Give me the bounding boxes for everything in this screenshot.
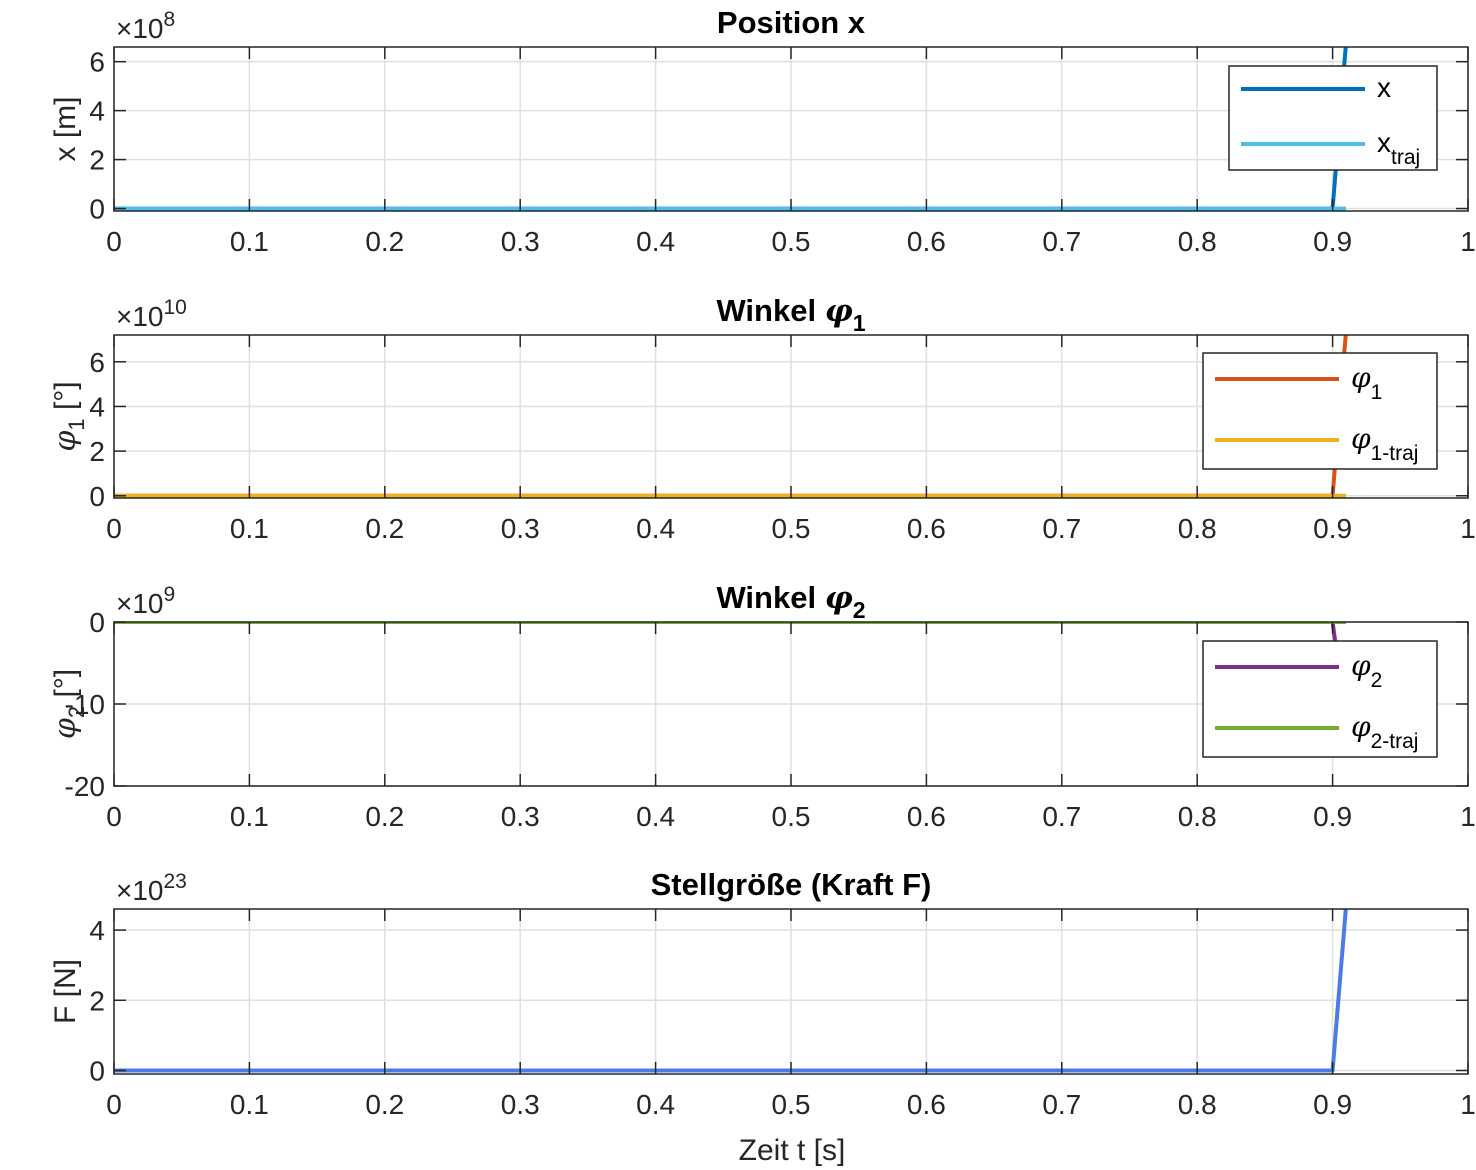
y-tick-label: 2 [89,145,105,176]
x-tick-label: 0.7 [1042,513,1081,544]
legend-label-1: x [1377,72,1391,103]
x-tick-label: 0.6 [907,513,946,544]
x-tick-label: 1 [1460,1089,1476,1120]
x-tick-label: 0.8 [1178,513,1217,544]
x-tick-label: 0.9 [1313,801,1352,832]
x-tick-label: 0.2 [365,801,404,832]
x-tick-label: 0.5 [772,513,811,544]
x-tick-label: 0.3 [501,1089,540,1120]
x-tick-label: 1 [1460,513,1476,544]
legend-label-1: φ2 [1351,649,1382,692]
x-tick-label: 0.4 [636,226,675,257]
legend-box [1202,352,1438,470]
y-axis-label: F [N] [49,959,82,1024]
y-tick-label: 2 [89,985,105,1016]
panel-title: Stellgröße (Kraft F) [651,867,932,902]
y-tick-label: 0 [89,607,105,638]
y-tick-label: 2 [89,436,105,467]
series-line-1 [114,622,1338,643]
x-axis-label: Zeit t [s] [739,1134,846,1167]
x-tick-label: 0.4 [636,1089,675,1120]
x-tick-label: 0.9 [1313,1089,1352,1120]
panel-1: 0 0.1 0.2 0.3 0.4 0.5 0.6 0.7 0.8 0.9 1 0 2 4 6 ×108 Pos… [49,5,1476,257]
x-tick-label: 0.4 [636,801,675,832]
panel-4: 0 0.1 0.2 0.3 0.4 0.5 0.6 0.7 0.8 0.9 1 0 2 4 ×1023 Ste… [49,867,1476,1120]
x-tick-label: 0.8 [1178,1089,1217,1120]
x-tick-label: 1 [1460,801,1476,832]
x-tick-label: 0.9 [1313,226,1352,257]
y-axis-label: φ1 [°] [48,381,89,451]
y-tick-label: 4 [89,391,105,422]
y-tick-label: 4 [89,96,105,127]
y-tick-label: 6 [89,347,105,378]
x-tick-label: 0.6 [907,1089,946,1120]
y-axis-label: φ2 [°] [48,669,89,739]
panel-title: Winkel φ1 [716,293,865,336]
x-tick-label: 0.4 [636,513,675,544]
x-tick-label: 0 [106,1089,122,1120]
legend-label-2: φ1-traj [1351,422,1418,465]
y-exponent-label: ×109 [116,583,175,619]
y-tick-label: 0 [89,1055,105,1086]
panel-2: 0 0.1 0.2 0.3 0.4 0.5 0.6 0.7 0.8 0.9 1 0 2 4 6 ×1010 Wi… [48,293,1476,544]
x-tick-label: 1 [1460,226,1476,257]
legend: x xtraj [1228,65,1438,171]
panel-3: 0 0.1 0.2 0.3 0.4 0.5 0.6 0.7 0.8 0.9 1 -20 -10 0 ×109… [48,580,1476,832]
x-tick-label: 0.7 [1042,226,1081,257]
x-tick-label: 0.5 [772,801,811,832]
x-tick-label: 0.2 [365,513,404,544]
y-tick-label: -20 [65,771,105,802]
x-tick-label: 0 [106,801,122,832]
x-tick-label: 0.1 [230,513,269,544]
x-tick-label: 0.1 [230,801,269,832]
legend: φ2 φ2-traj [1202,640,1438,758]
x-tick-label: 0.1 [230,226,269,257]
y-tick-label: 0 [89,194,105,225]
legend-box [1228,65,1438,171]
x-tick-label: 0.3 [501,513,540,544]
y-exponent-label: ×1010 [116,296,187,332]
y-tick-label: 4 [89,915,105,946]
y-tick-label: 6 [89,47,105,78]
x-tick-label: 0 [106,226,122,257]
legend-label-2: xtraj [1377,127,1420,169]
panel-title: Winkel φ2 [716,580,865,623]
y-exponent-label: ×108 [116,8,175,44]
x-tick-label: 0.5 [772,1089,811,1120]
x-tick-label: 0.2 [365,1089,404,1120]
x-tick-label: 0.7 [1042,1089,1081,1120]
panel-title: Position x [717,5,866,40]
x-tick-label: 0.1 [230,1089,269,1120]
x-tick-label: 0 [106,513,122,544]
y-tick-label: 0 [89,481,105,512]
x-tick-label: 0.8 [1178,801,1217,832]
legend: φ1 φ1-traj [1202,352,1438,470]
legend-label-2: φ2-traj [1351,710,1418,753]
x-tick-label: 0.2 [365,226,404,257]
y-axis-label: x [m] [49,97,82,162]
x-tick-label: 0.6 [907,801,946,832]
legend-label-1: φ1 [1351,361,1382,404]
legend-box [1202,640,1438,758]
x-tick-label: 0.8 [1178,226,1217,257]
x-tick-label: 0.9 [1313,513,1352,544]
x-tick-label: 0.3 [501,226,540,257]
x-tick-label: 0.5 [772,226,811,257]
series-group [114,622,1347,643]
x-tick-label: 0.3 [501,801,540,832]
y-exponent-label: ×1023 [116,870,187,906]
x-tick-label: 0.7 [1042,801,1081,832]
y-tick-label: -10 [65,689,105,720]
x-tick-label: 0.6 [907,226,946,257]
